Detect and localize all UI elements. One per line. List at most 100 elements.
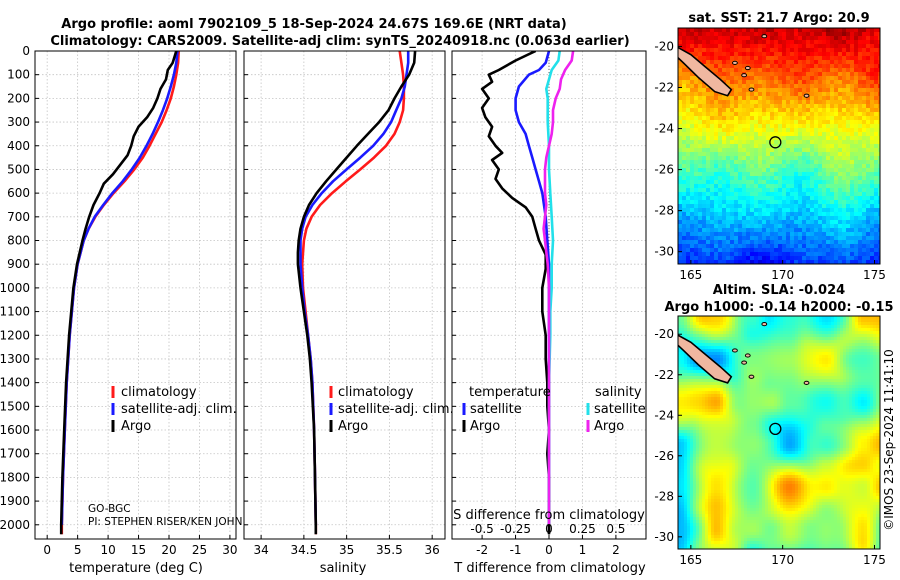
map-cell	[795, 358, 799, 362]
map-cell	[774, 228, 779, 233]
map-cell	[850, 104, 855, 109]
map-cell	[702, 240, 707, 245]
map-cell	[711, 340, 715, 344]
map-cell	[718, 104, 723, 109]
map-cell	[768, 355, 772, 359]
map-cell	[730, 176, 735, 181]
map-cell	[862, 84, 867, 89]
map-cell	[686, 96, 691, 101]
map-cell	[838, 168, 843, 173]
map-cell	[794, 156, 799, 161]
map-cell	[864, 346, 868, 350]
map-cell	[786, 164, 791, 169]
map-cell	[813, 376, 817, 380]
map-cell	[834, 256, 839, 261]
map-cell	[858, 352, 862, 356]
map-cell	[754, 120, 759, 125]
map-cell	[782, 212, 787, 217]
map-cell	[682, 232, 687, 237]
map-cell	[686, 28, 691, 33]
map-cell	[753, 367, 757, 371]
map-cell	[834, 316, 838, 320]
map-cell	[744, 370, 748, 374]
map-cell	[798, 56, 803, 61]
map-cell	[774, 352, 778, 356]
map-cell	[814, 176, 819, 181]
map-cell	[690, 144, 695, 149]
map-cell	[690, 36, 695, 41]
map-cell	[810, 148, 815, 153]
map-cell	[708, 388, 712, 392]
map-cell	[838, 116, 843, 121]
map-cell	[756, 322, 760, 326]
map-cell	[698, 252, 703, 257]
map-cell	[861, 355, 865, 359]
map-cell	[810, 84, 815, 89]
map-cell	[825, 343, 829, 347]
map-cell	[678, 376, 682, 380]
map-cell	[699, 316, 703, 320]
map-cell	[726, 80, 731, 85]
map-cell	[870, 212, 875, 217]
map-cell	[682, 32, 687, 37]
map-cell	[826, 64, 831, 69]
map-cell	[735, 331, 739, 335]
map-cell	[698, 256, 703, 261]
map-cell	[834, 28, 839, 33]
map-cell	[774, 236, 779, 241]
map-cell	[714, 252, 719, 257]
map-cell	[758, 140, 763, 145]
map-cell	[814, 144, 819, 149]
map-cell	[878, 176, 880, 181]
map-cell	[838, 108, 843, 113]
map-cell	[798, 188, 803, 193]
map-cell	[726, 144, 731, 149]
map-cell	[826, 260, 831, 264]
map-cell	[842, 120, 847, 125]
map-cell	[850, 220, 855, 225]
map-cell	[802, 132, 807, 137]
map-cell	[762, 68, 767, 73]
map-cell	[699, 325, 703, 329]
map-cell	[858, 76, 863, 81]
map-cell	[720, 364, 724, 368]
map-cell	[870, 331, 874, 335]
map-cell	[682, 172, 687, 177]
map-cell	[735, 379, 739, 383]
map-cell	[698, 176, 703, 181]
map-cell	[722, 208, 727, 213]
map-cell	[742, 224, 747, 229]
map-cell	[722, 112, 727, 117]
map-cell	[789, 388, 793, 392]
map-cell	[864, 349, 868, 353]
map-cell	[838, 220, 843, 225]
map-cell	[758, 72, 763, 77]
map-cell	[778, 212, 783, 217]
map-cell	[759, 373, 763, 377]
island-small	[744, 65, 751, 71]
map-cell	[699, 376, 703, 380]
map-cell	[818, 80, 823, 85]
map-cell	[867, 373, 871, 377]
map-cell	[858, 128, 863, 133]
map-cell	[730, 212, 735, 217]
map-cell	[738, 152, 743, 157]
map-cell	[870, 64, 875, 69]
map-cell	[690, 361, 694, 365]
map-cell	[819, 370, 823, 374]
map-cell	[718, 192, 723, 197]
difference-panel: -2 -1 0 1 2-0.5 -0.25 0 0.25 0.5	[451, 50, 647, 557]
map-cell	[818, 260, 823, 264]
map-cell	[814, 192, 819, 197]
map-cell	[828, 385, 832, 389]
map-cell	[846, 370, 850, 374]
map-cell	[747, 337, 751, 341]
map-cell	[874, 224, 879, 229]
map-cell	[862, 144, 867, 149]
map-cell	[730, 260, 735, 264]
map-cell	[730, 136, 735, 141]
map-cell	[726, 370, 730, 374]
map-cell	[870, 144, 875, 149]
map-cell	[698, 200, 703, 205]
map-cell	[846, 192, 851, 197]
